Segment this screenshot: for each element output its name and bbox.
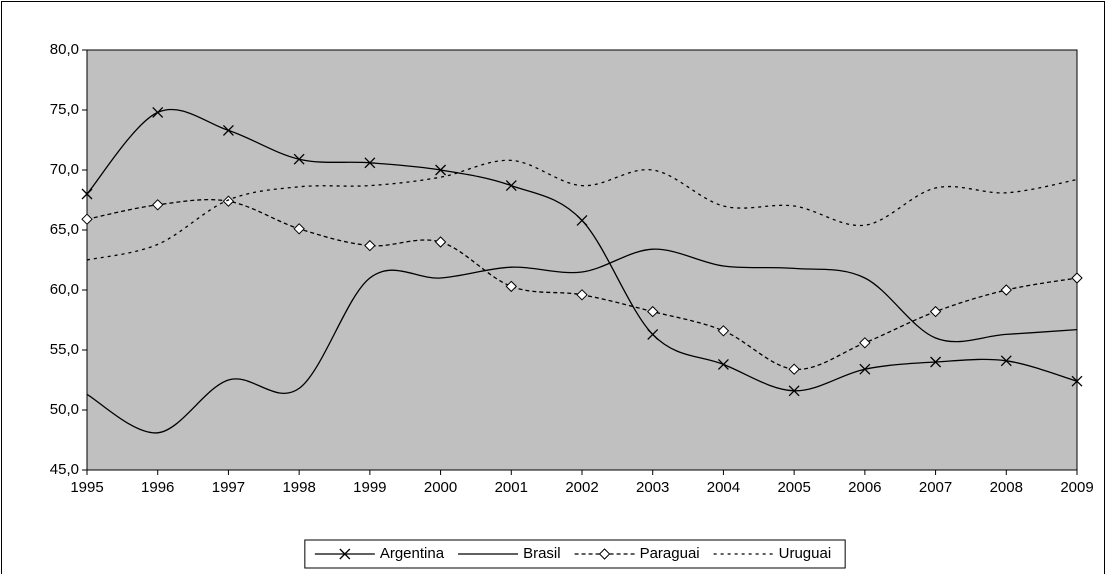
x-tick-label: 2009 [1060, 479, 1093, 496]
marker [222, 124, 234, 136]
x-tick-label: 2001 [495, 479, 528, 496]
marker [364, 239, 376, 252]
marker [647, 328, 659, 340]
marker [152, 106, 164, 118]
marker [717, 325, 730, 337]
marker [788, 385, 800, 397]
legend-marker [598, 548, 611, 560]
marker [576, 214, 588, 226]
marker [339, 548, 351, 560]
y-tick-label: 55,0 [50, 341, 79, 358]
marker [222, 195, 235, 207]
y-tick-label: 75,0 [50, 101, 79, 118]
x-tick-label: 1998 [282, 479, 315, 496]
marker [647, 305, 659, 318]
x-tick-label: 1997 [212, 479, 245, 496]
x-tick-label: 2005 [777, 479, 810, 496]
y-tick-label: 70,0 [50, 161, 79, 178]
marker [435, 164, 447, 176]
x-tick-label: 2000 [424, 479, 457, 496]
marker [598, 548, 611, 560]
legend-label: Uruguai [779, 545, 832, 562]
legend-label: Brasil [523, 545, 561, 562]
y-tick-label: 80,0 [50, 41, 79, 58]
x-tick-label: 2006 [848, 479, 881, 496]
x-tick-label: 2007 [919, 479, 952, 496]
y-tick-label: 60,0 [50, 281, 79, 298]
marker [434, 236, 447, 248]
marker [930, 356, 942, 368]
marker [505, 180, 517, 192]
marker [1071, 272, 1083, 284]
legend-marker [339, 548, 351, 560]
marker [505, 280, 517, 293]
y-tick-label: 50,0 [50, 401, 79, 418]
x-tick-label: 2003 [636, 479, 669, 496]
marker [81, 213, 93, 225]
marker [788, 363, 800, 375]
x-tick-label: 2008 [990, 479, 1023, 496]
marker [1000, 355, 1012, 367]
marker [152, 199, 164, 211]
legend: Argentina Brasil Paraguai Uruguai [304, 539, 846, 569]
legend-label: Paraguai [640, 545, 700, 562]
plot-area [86, 49, 1078, 471]
marker [293, 223, 305, 235]
x-tick-label: 2002 [565, 479, 598, 496]
y-tick-label: 45,0 [50, 461, 79, 478]
marker [1071, 375, 1083, 387]
y-tick-label: 65,0 [50, 221, 79, 238]
series-line [86, 248, 1078, 434]
marker [929, 305, 942, 318]
x-tick-label: 1995 [70, 479, 103, 496]
marker [576, 289, 588, 301]
marker [293, 153, 305, 165]
x-tick-label: 1999 [353, 479, 386, 496]
x-tick-label: 2004 [707, 479, 740, 496]
marker [859, 337, 871, 349]
marker [1000, 284, 1012, 296]
marker [859, 363, 871, 375]
series-line [86, 159, 1078, 261]
marker [81, 188, 93, 200]
legend-label: Argentina [380, 545, 445, 562]
marker [717, 358, 729, 370]
marker [364, 157, 376, 169]
x-tick-label: 1996 [141, 479, 174, 496]
